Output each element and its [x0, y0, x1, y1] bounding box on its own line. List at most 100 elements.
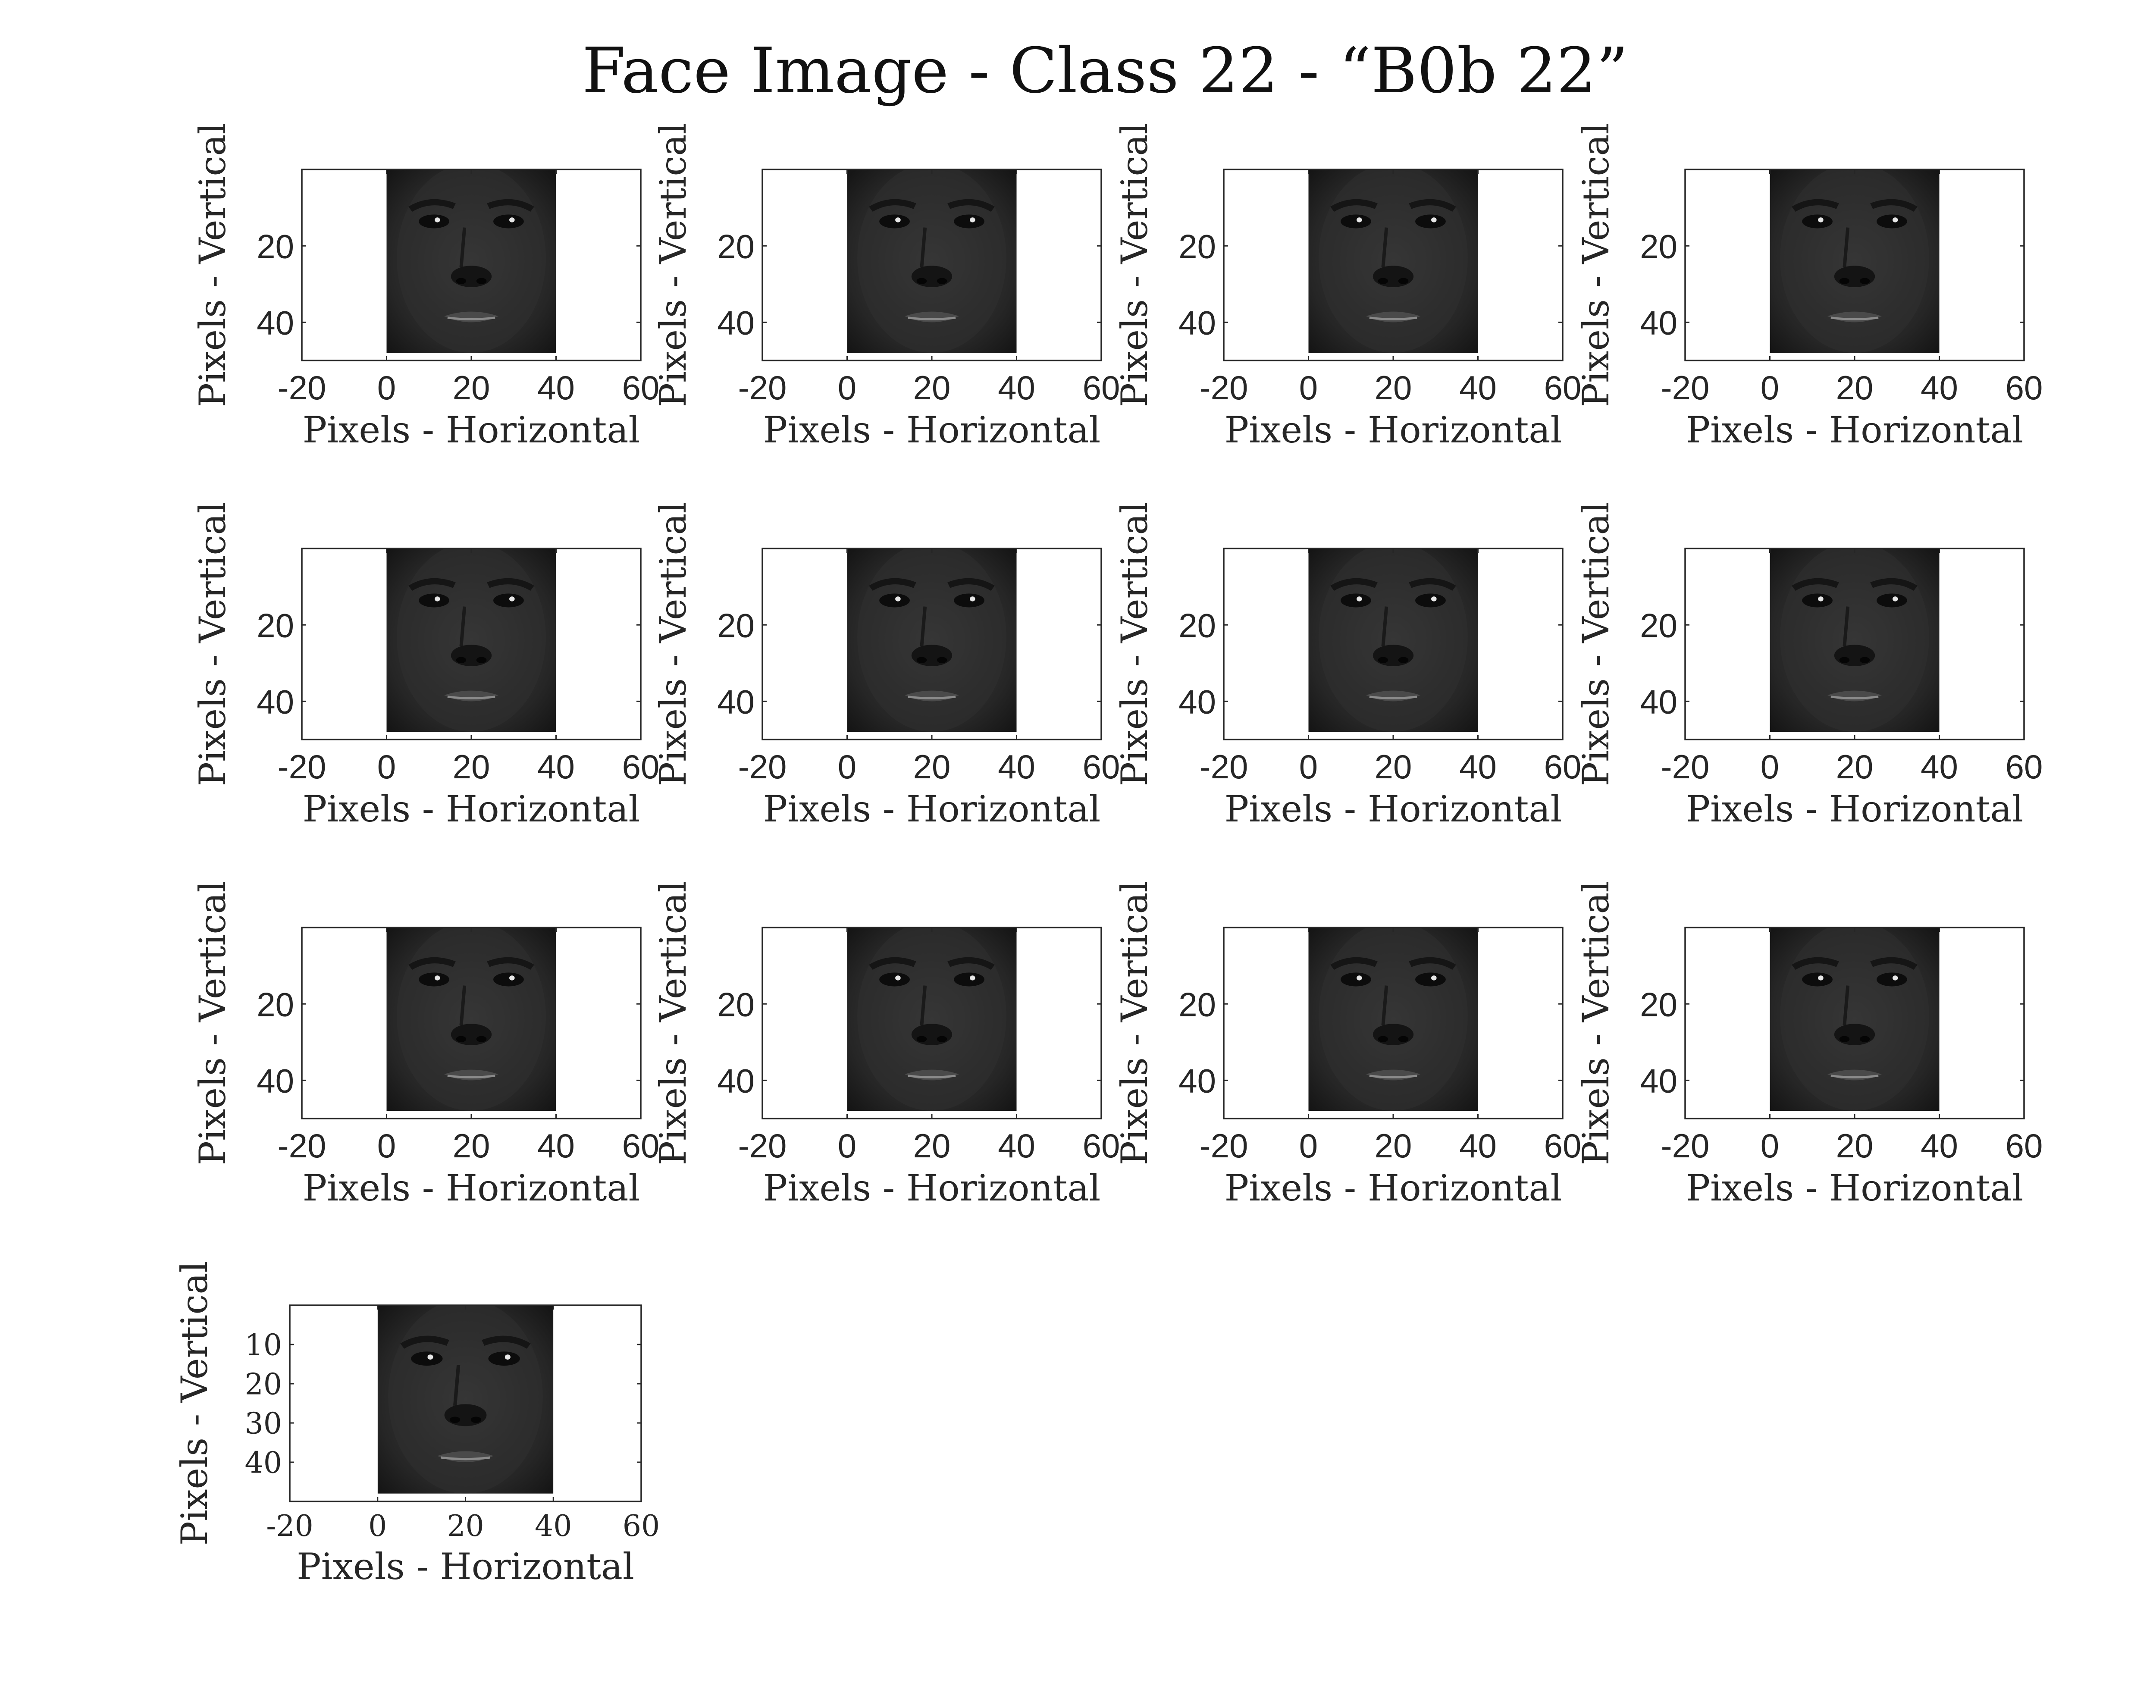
y-tick-label: 20	[717, 606, 755, 644]
x-tick-label: 20	[453, 369, 490, 407]
y-tick-label: 40	[257, 1062, 294, 1100]
x-tick-label: -20	[738, 748, 787, 786]
y-axis-label: Pixels - Vertical	[191, 123, 234, 407]
x-tick-label: 40	[535, 1509, 572, 1543]
x-axis-label: Pixels - Horizontal	[303, 1167, 640, 1209]
x-tick-label: 0	[1761, 748, 1779, 786]
x-tick-label: 20	[1375, 748, 1412, 786]
y-tick-label: 20	[244, 1367, 282, 1401]
y-tick-label: 20	[717, 227, 755, 265]
y-axis-label: Pixels - Vertical	[652, 123, 694, 407]
x-tick-label: 0	[1299, 369, 1318, 407]
x-tick-label: 20	[1836, 369, 1874, 407]
y-axis-label: Pixels - Vertical	[1113, 881, 1156, 1166]
x-axis-label: Pixels - Horizontal	[1686, 1167, 2024, 1209]
x-tick-label: 60	[2006, 748, 2043, 786]
x-tick-label: 60	[1544, 748, 1582, 786]
x-tick-label: 20	[1375, 369, 1412, 407]
x-tick-label: 40	[998, 369, 1035, 407]
x-tick-label: 40	[1459, 1127, 1497, 1165]
face-image-2	[847, 163, 1017, 353]
face-image-10	[847, 921, 1017, 1111]
y-axis-label: Pixels - Vertical	[1575, 881, 1617, 1166]
y-axis-label: Pixels - Vertical	[191, 502, 234, 787]
x-tick-label: -20	[266, 1509, 313, 1543]
x-tick-label: 40	[537, 1127, 575, 1165]
y-tick-label: 20	[1640, 985, 1677, 1023]
x-tick-label: 0	[368, 1509, 387, 1543]
y-axis-label: Pixels - Vertical	[1575, 123, 1617, 407]
x-axis-label: Pixels - Horizontal	[303, 409, 640, 451]
y-tick-label: 40	[1178, 304, 1216, 342]
face-image-6	[847, 542, 1017, 732]
x-axis-label: Pixels - Horizontal	[1686, 409, 2024, 451]
x-tick-label: 40	[998, 1127, 1035, 1165]
x-tick-label: 40	[1921, 748, 1958, 786]
y-axis-label: Pixels - Vertical	[173, 1261, 216, 1546]
x-axis-label: Pixels - Horizontal	[763, 1167, 1101, 1209]
x-tick-label: 20	[453, 748, 490, 786]
x-tick-label: 60	[622, 748, 660, 786]
x-tick-label: 20	[1375, 1127, 1412, 1165]
x-tick-label: 0	[377, 369, 396, 407]
y-tick-label: 40	[244, 1446, 282, 1480]
y-tick-label: 40	[717, 304, 755, 342]
x-tick-label: 60	[1083, 1127, 1120, 1165]
face-image-8	[1770, 542, 1940, 732]
y-axis-label: Pixels - Vertical	[1113, 502, 1156, 787]
y-tick-label: 40	[1640, 683, 1677, 721]
x-tick-label: 0	[838, 748, 856, 786]
y-tick-label: 40	[1640, 1062, 1677, 1100]
face-image-13	[378, 1299, 554, 1493]
x-tick-label: 60	[1083, 748, 1120, 786]
y-tick-label: 40	[717, 1062, 755, 1100]
x-tick-label: 40	[1459, 369, 1497, 407]
x-axis-label: Pixels - Horizontal	[1225, 788, 1562, 830]
face-image-9	[387, 921, 556, 1111]
x-tick-label: -20	[1661, 369, 1710, 407]
x-tick-label: 60	[1544, 369, 1582, 407]
face-image-12	[1770, 921, 1940, 1111]
x-tick-label: 40	[537, 748, 575, 786]
x-tick-label: -20	[1661, 1127, 1710, 1165]
y-tick-label: 40	[717, 683, 755, 721]
x-axis-label: Pixels - Horizontal	[1225, 409, 1562, 451]
x-tick-label: 60	[622, 1127, 660, 1165]
y-axis-label: Pixels - Vertical	[1113, 123, 1156, 407]
x-tick-label: 40	[1921, 369, 1958, 407]
y-tick-label: 10	[244, 1328, 282, 1362]
face-image-7	[1309, 542, 1478, 732]
y-tick-label: 20	[257, 227, 294, 265]
x-tick-label: 60	[1083, 369, 1120, 407]
y-axis-label: Pixels - Vertical	[652, 881, 694, 1166]
x-axis-label: Pixels - Horizontal	[763, 409, 1101, 451]
y-tick-label: 20	[1640, 606, 1677, 644]
y-tick-label: 30	[244, 1407, 282, 1441]
y-tick-label: 20	[1640, 227, 1677, 265]
x-tick-label: 20	[453, 1127, 490, 1165]
y-axis-label: Pixels - Vertical	[652, 502, 694, 787]
x-tick-label: -20	[278, 369, 326, 407]
x-tick-label: 40	[998, 748, 1035, 786]
x-tick-label: 60	[2006, 369, 2043, 407]
x-tick-label: 0	[838, 1127, 856, 1165]
x-tick-label: 0	[1761, 1127, 1779, 1165]
x-tick-label: -20	[738, 369, 787, 407]
face-image-11	[1309, 921, 1478, 1111]
y-axis-label: Pixels - Vertical	[191, 881, 234, 1166]
x-tick-label: -20	[738, 1127, 787, 1165]
x-axis-label: Pixels - Horizontal	[297, 1545, 634, 1588]
x-tick-label: 0	[1299, 1127, 1318, 1165]
x-tick-label: -20	[1200, 369, 1248, 407]
